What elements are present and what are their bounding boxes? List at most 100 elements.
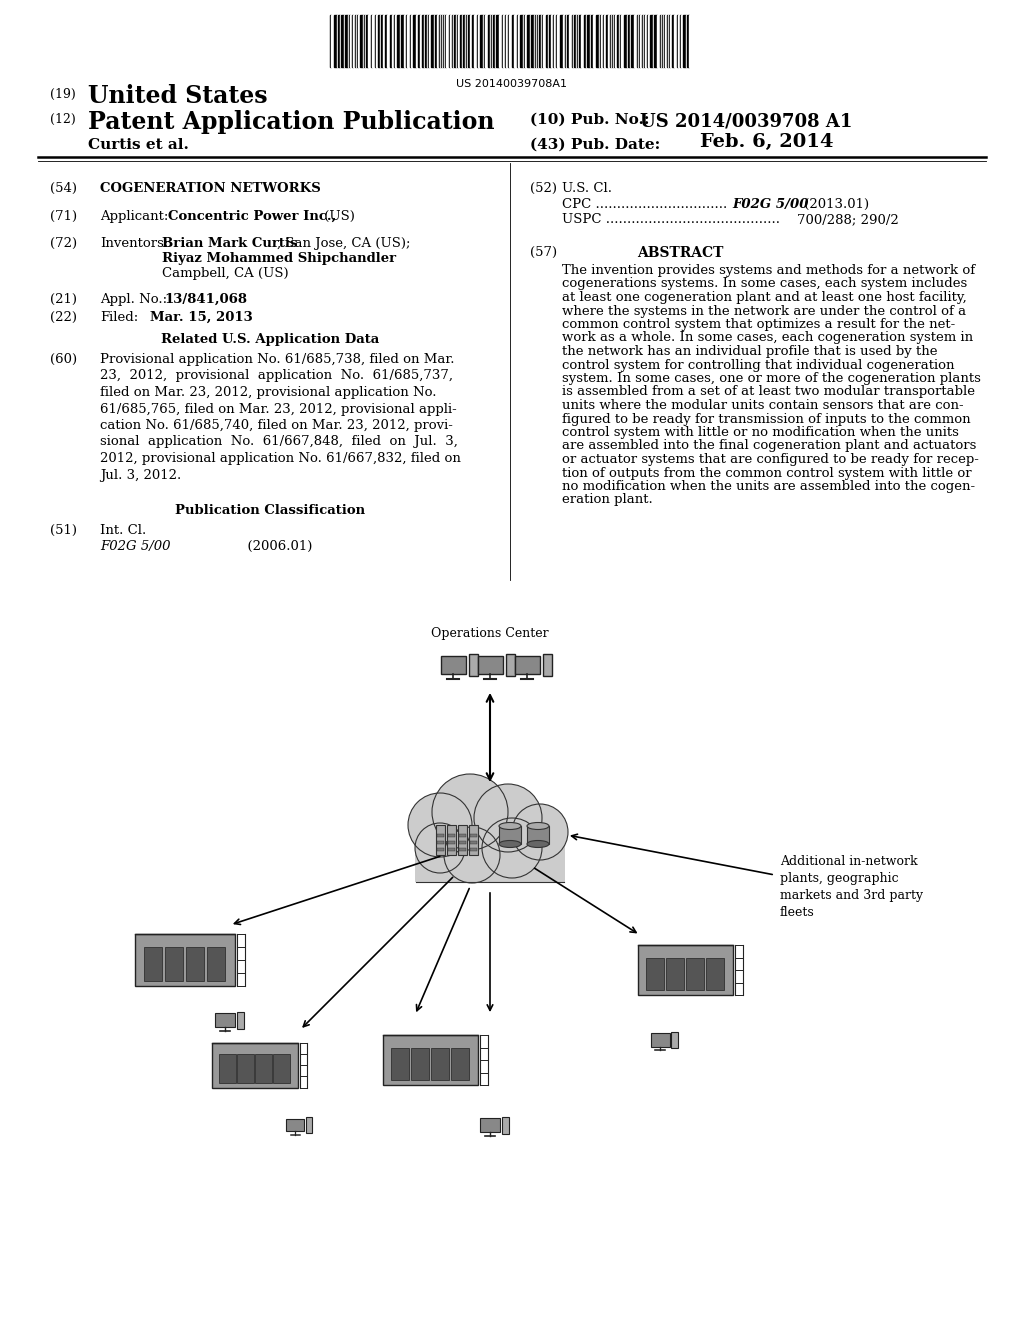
Text: (71): (71) bbox=[50, 210, 77, 223]
Bar bbox=[606, 15, 608, 67]
Bar bbox=[334, 15, 337, 67]
FancyBboxPatch shape bbox=[672, 1032, 678, 1048]
Bar bbox=[551, 15, 553, 67]
Bar bbox=[458, 15, 460, 67]
Bar bbox=[345, 15, 348, 67]
Bar bbox=[463, 15, 465, 67]
Bar bbox=[143, 946, 163, 981]
Ellipse shape bbox=[499, 841, 521, 847]
FancyBboxPatch shape bbox=[506, 653, 514, 676]
Bar bbox=[459, 841, 466, 843]
Bar bbox=[657, 15, 660, 67]
Bar bbox=[493, 15, 495, 67]
Bar bbox=[681, 15, 683, 67]
FancyBboxPatch shape bbox=[435, 825, 444, 855]
Bar bbox=[685, 957, 703, 990]
Text: (22): (22) bbox=[50, 312, 77, 323]
Bar bbox=[360, 15, 362, 67]
FancyBboxPatch shape bbox=[237, 1011, 244, 1028]
Bar bbox=[446, 15, 449, 67]
Bar bbox=[569, 15, 572, 67]
Bar bbox=[678, 15, 680, 67]
Text: (57): (57) bbox=[530, 246, 557, 259]
Bar bbox=[358, 15, 360, 67]
Text: eration plant.: eration plant. bbox=[562, 494, 652, 507]
Text: USPC .........................................: USPC ...................................… bbox=[562, 213, 780, 226]
Text: Appl. No.:: Appl. No.: bbox=[100, 293, 171, 306]
Bar bbox=[469, 841, 476, 843]
Text: control system with little or no modification when the units: control system with little or no modific… bbox=[562, 426, 958, 440]
Bar bbox=[470, 15, 472, 67]
Text: work as a whole. In some cases, each cogeneration system in: work as a whole. In some cases, each cog… bbox=[562, 331, 973, 345]
Bar bbox=[546, 15, 548, 67]
Bar bbox=[366, 15, 368, 67]
Bar bbox=[255, 1053, 271, 1082]
Bar bbox=[596, 15, 599, 67]
Text: are assembled into the final cogeneration plant and actuators: are assembled into the final cogeneratio… bbox=[562, 440, 976, 453]
FancyBboxPatch shape bbox=[638, 945, 732, 995]
Bar bbox=[447, 841, 455, 843]
Bar bbox=[543, 15, 546, 67]
Text: , San Jose, CA (US);: , San Jose, CA (US); bbox=[278, 238, 411, 249]
Bar bbox=[350, 15, 352, 67]
Text: Concentric Power Inc.,: Concentric Power Inc., bbox=[168, 210, 336, 223]
Bar bbox=[331, 15, 334, 67]
Text: U.S. Cl.: U.S. Cl. bbox=[562, 182, 612, 195]
Text: US 20140039708A1: US 20140039708A1 bbox=[457, 79, 567, 88]
Text: (21): (21) bbox=[50, 293, 77, 306]
Text: 13/841,068: 13/841,068 bbox=[164, 293, 247, 306]
FancyBboxPatch shape bbox=[502, 1117, 509, 1134]
Bar bbox=[415, 832, 565, 882]
Bar bbox=[672, 15, 674, 67]
Bar bbox=[645, 957, 664, 990]
Bar bbox=[557, 15, 560, 67]
Bar bbox=[378, 15, 380, 67]
Text: cogenerations systems. In some cases, each system includes: cogenerations systems. In some cases, ea… bbox=[562, 277, 968, 290]
Text: Additional in-network
plants, geographic
markets and 3rd party
fleets: Additional in-network plants, geographic… bbox=[780, 855, 923, 919]
Text: (52): (52) bbox=[530, 182, 557, 195]
Bar bbox=[469, 847, 476, 851]
Bar bbox=[518, 15, 520, 67]
Bar bbox=[425, 15, 427, 67]
Text: CPC ...............................: CPC ............................... bbox=[562, 198, 727, 211]
Bar bbox=[527, 826, 549, 843]
Bar bbox=[634, 15, 637, 67]
Bar bbox=[401, 15, 404, 67]
Bar bbox=[683, 15, 686, 67]
Bar bbox=[650, 15, 653, 67]
Bar bbox=[353, 15, 355, 67]
Circle shape bbox=[444, 828, 500, 883]
Bar bbox=[451, 1048, 469, 1080]
Bar bbox=[531, 15, 534, 67]
Text: where the systems in the network are under the control of a: where the systems in the network are und… bbox=[562, 305, 966, 318]
Text: figured to be ready for transmission of inputs to the common: figured to be ready for transmission of … bbox=[562, 412, 971, 425]
Bar bbox=[436, 847, 443, 851]
FancyBboxPatch shape bbox=[514, 656, 540, 675]
FancyBboxPatch shape bbox=[480, 1118, 500, 1133]
Bar bbox=[631, 15, 634, 67]
FancyBboxPatch shape bbox=[135, 933, 234, 986]
FancyBboxPatch shape bbox=[440, 656, 466, 675]
Bar bbox=[608, 15, 610, 67]
Bar bbox=[404, 15, 406, 67]
FancyBboxPatch shape bbox=[458, 825, 467, 855]
Text: Riyaz Mohammed Shipchandler: Riyaz Mohammed Shipchandler bbox=[162, 252, 396, 265]
Bar bbox=[480, 15, 483, 67]
Bar bbox=[392, 15, 394, 67]
Text: F02G 5/00: F02G 5/00 bbox=[100, 540, 171, 553]
Circle shape bbox=[482, 818, 542, 878]
Bar bbox=[447, 834, 455, 837]
Bar bbox=[411, 1048, 428, 1080]
Text: Mar. 15, 2013: Mar. 15, 2013 bbox=[150, 312, 253, 323]
Bar bbox=[383, 15, 385, 67]
FancyBboxPatch shape bbox=[446, 825, 456, 855]
Bar bbox=[621, 15, 624, 67]
Circle shape bbox=[432, 774, 508, 850]
Text: units where the modular units contain sensors that are con-: units where the modular units contain se… bbox=[562, 399, 964, 412]
Bar bbox=[485, 15, 488, 67]
Bar bbox=[645, 15, 647, 67]
Bar bbox=[527, 15, 530, 67]
Bar bbox=[574, 15, 575, 67]
Bar bbox=[207, 946, 225, 981]
Bar bbox=[648, 15, 650, 67]
